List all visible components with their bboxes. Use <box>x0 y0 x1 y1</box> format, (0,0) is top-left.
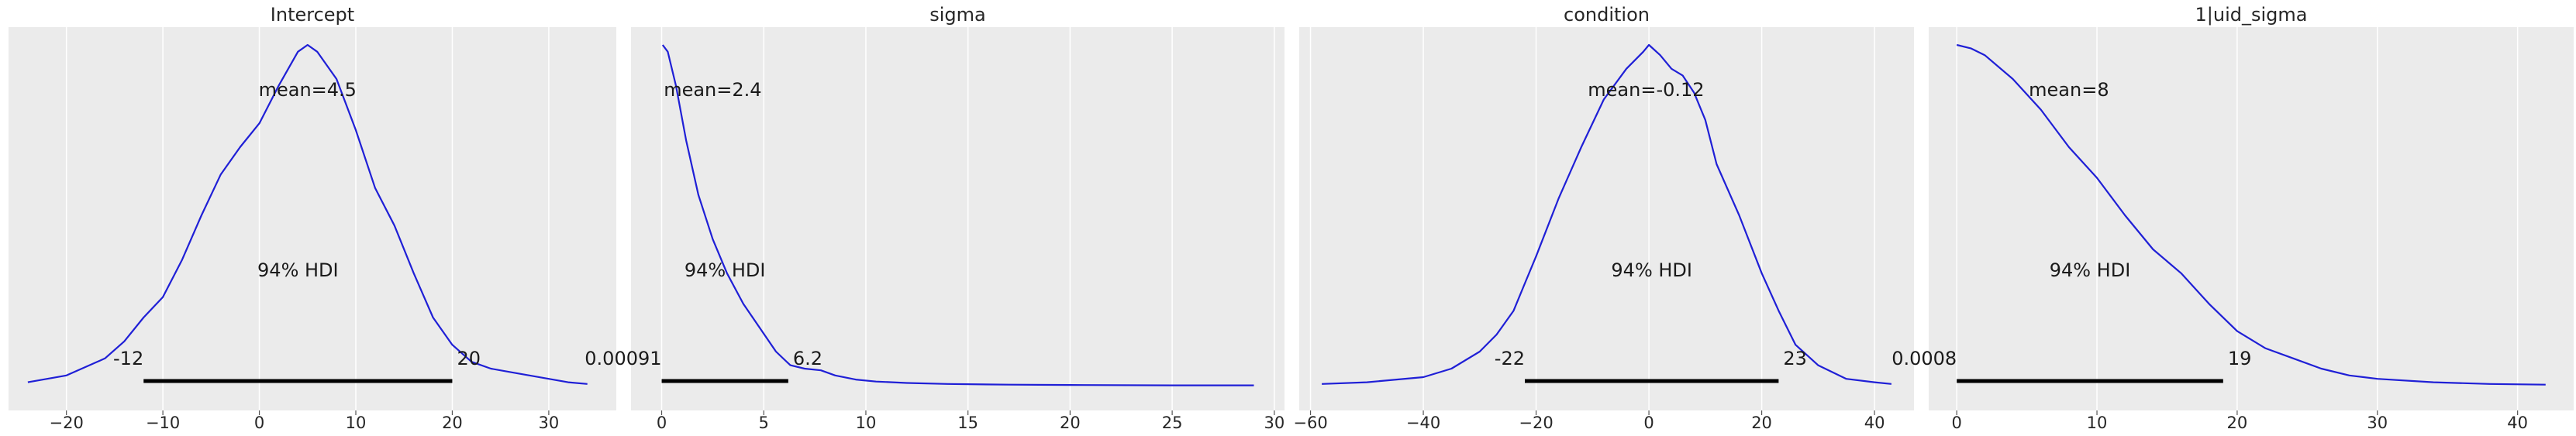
x-tick-label: −20 <box>50 414 84 432</box>
panel-title: condition <box>1564 4 1650 26</box>
panel-condition: −60 −40 −20 0 20 40 condition -22 23 94% HDI mean=… <box>1293 4 1914 432</box>
x-tick-label: 10 <box>2087 414 2108 432</box>
mean-label: mean=8 <box>2029 79 2109 101</box>
density-curve <box>27 43 588 385</box>
x-tick-label: 0 <box>1643 414 1654 432</box>
x-tick-label: 20 <box>2227 414 2248 432</box>
hdi-caption: 94% HDI <box>257 259 339 281</box>
hdi-upper-label: 6.2 <box>793 348 822 369</box>
panel-title: 1|uid_sigma <box>2195 4 2308 26</box>
panel-sigma: 0 5 10 15 20 25 30 sigma 0.00091 6.2 94% HDI mean=2… <box>585 4 1285 432</box>
mean-label: mean=-0.12 <box>1588 79 1704 101</box>
plot-area <box>1299 27 1914 410</box>
density-curve <box>1322 43 1892 385</box>
hdi-lower-label: -22 <box>1495 348 1525 369</box>
x-tick-label: 30 <box>2367 414 2388 432</box>
x-tick-label: 20 <box>1060 414 1081 432</box>
x-tick-label: 10 <box>856 414 877 432</box>
x-tick-label: −20 <box>1519 414 1553 432</box>
hdi-upper-label: 19 <box>2228 348 2252 369</box>
x-tick-label: 0 <box>1951 414 1961 432</box>
panel-intercept: −20 −10 0 10 20 30 Intercept -12 20 94% HDI mean=4… <box>9 4 616 432</box>
x-tick-label: 5 <box>759 414 769 432</box>
hdi-lower-label: -12 <box>113 348 143 369</box>
x-tick-label: −40 <box>1406 414 1440 432</box>
density-curve <box>661 44 1254 386</box>
x-tick-label: 30 <box>539 414 560 432</box>
x-tick-label: −60 <box>1293 414 1327 432</box>
plot-area <box>1929 27 2574 410</box>
x-tick-label: 40 <box>1864 414 1885 432</box>
x-tick-label: 10 <box>346 414 367 432</box>
x-tick-label: 30 <box>1264 414 1285 432</box>
mean-label: mean=2.4 <box>664 79 761 101</box>
x-tick-label: 0 <box>254 414 264 432</box>
mean-label: mean=4.5 <box>259 79 357 101</box>
density-curve <box>1956 43 2546 386</box>
plot-area <box>631 27 1285 410</box>
hdi-caption: 94% HDI <box>1611 259 1692 281</box>
hdi-lower-label: 0.0008 <box>1891 348 1957 369</box>
hdi-caption: 94% HDI <box>2050 259 2131 281</box>
hdi-upper-label: 20 <box>457 348 481 369</box>
panel-uid-sigma: 0 10 20 30 40 1|uid_sigma 0.0008 19 94% HDI mean=… <box>1891 4 2574 432</box>
plot-area <box>9 27 616 410</box>
x-tick-label: −10 <box>146 414 180 432</box>
panel-title: Intercept <box>271 4 354 26</box>
x-tick-label: 0 <box>657 414 667 432</box>
hdi-caption: 94% HDI <box>685 259 766 281</box>
x-tick-label: 20 <box>442 414 463 432</box>
x-tick-label: 15 <box>957 414 978 432</box>
hdi-lower-label: 0.00091 <box>585 348 661 369</box>
x-tick-label: 25 <box>1162 414 1183 432</box>
x-tick-label: 20 <box>1751 414 1772 432</box>
x-tick-label: 40 <box>2507 414 2528 432</box>
panel-title: sigma <box>929 4 986 26</box>
hdi-upper-label: 23 <box>1783 348 1807 369</box>
